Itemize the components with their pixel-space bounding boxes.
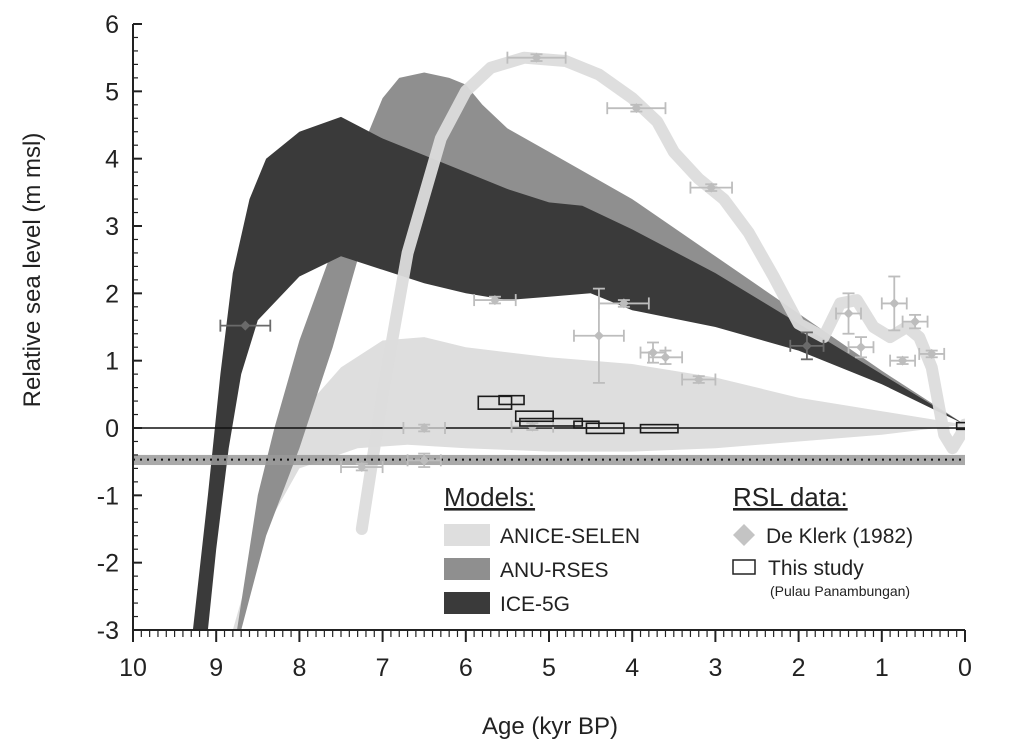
de-klerk-point-14 xyxy=(889,354,916,367)
rsl-data-points xyxy=(219,51,965,474)
x-axis-title: Age (kyr BP) xyxy=(482,713,618,740)
reference-lines xyxy=(133,427,965,466)
diamond-marker xyxy=(843,308,854,319)
de-klerk-point-19 xyxy=(340,461,384,474)
diamond-marker xyxy=(889,298,900,309)
de-klerk-point-7 xyxy=(639,341,667,364)
diamond-marker xyxy=(910,316,921,327)
x-tick-label-3: 7 xyxy=(376,654,390,682)
de-klerk-point-2 xyxy=(606,102,667,115)
legend-label-ice-5g: ICE-5G xyxy=(500,593,570,616)
legend-models-title: Models: xyxy=(444,482,535,512)
y-tick-label-6: 0 xyxy=(105,415,119,443)
de-klerk-point-9 xyxy=(681,373,717,386)
legend: Models: ANICE-SELEN ANU-RSES ICE-5G RSL … xyxy=(444,482,913,616)
diamond-marker xyxy=(897,355,908,366)
de-klerk-point-12 xyxy=(847,336,875,359)
diamond-marker xyxy=(489,295,500,306)
y-tick-label-2: 4 xyxy=(105,146,119,174)
legend-label-anice-selen: ANICE-SELEN xyxy=(500,525,640,548)
de-klerk-point-4 xyxy=(473,294,517,307)
de-klerk-point-3 xyxy=(689,181,733,194)
diamond-marker xyxy=(531,52,542,63)
diamond-marker xyxy=(618,298,629,309)
x-tick-label-1: 9 xyxy=(209,654,223,682)
y-tick-label-0: 6 xyxy=(105,11,119,39)
diamond-marker xyxy=(693,374,704,385)
legend-swatch-ice-5g xyxy=(444,592,490,614)
diamond-marker xyxy=(419,455,430,466)
legend-label-anu-rses: ANU-RSES xyxy=(500,559,609,582)
diamond-marker xyxy=(856,342,866,353)
x-tick-label-7: 3 xyxy=(708,654,722,682)
legend-swatch-anice-selen xyxy=(444,524,490,546)
diamond-marker xyxy=(356,462,367,473)
this-study-box-5 xyxy=(585,422,625,435)
diamond-marker xyxy=(660,352,671,363)
diamond-marker xyxy=(593,330,604,341)
y-tick-label-3: 3 xyxy=(105,213,119,241)
model-bands xyxy=(192,51,965,630)
this-study-box-2 xyxy=(514,410,554,423)
this-study-box-0 xyxy=(477,395,513,410)
legend-box-marker xyxy=(732,559,756,575)
y-tick-label-1: 5 xyxy=(105,78,119,106)
reference-band xyxy=(133,454,965,466)
diamond-marker xyxy=(631,103,642,114)
this-study-box-1 xyxy=(498,394,525,406)
de-klerk-point-10 xyxy=(789,331,825,361)
x-tick-label-5: 5 xyxy=(542,654,556,682)
legend-rsl-title: RSL data: xyxy=(733,482,848,512)
x-tick-label-10: 0 xyxy=(958,654,972,682)
y-tick-label-5: 1 xyxy=(105,348,119,376)
de-klerk-point-6 xyxy=(573,287,625,384)
de-klerk-point-8 xyxy=(647,349,684,365)
x-tick-label-2: 8 xyxy=(292,654,306,682)
de-klerk-point-20 xyxy=(406,452,442,468)
y-tick-label-9: -3 xyxy=(97,617,119,645)
de-klerk-point-15 xyxy=(901,313,929,330)
y-tick-label-7: -1 xyxy=(97,482,119,510)
x-tick-label-6: 4 xyxy=(625,654,639,682)
this-study-box-3 xyxy=(519,417,584,427)
diamond-marker xyxy=(240,320,251,331)
x-tick-label-9: 1 xyxy=(875,654,889,682)
band-anu-rses xyxy=(237,72,965,630)
y-tick-label-8: -2 xyxy=(97,550,119,578)
legend-sublabel-this-study: (Pulau Panambungan) xyxy=(770,583,910,599)
de-klerk-point-11 xyxy=(835,292,862,335)
de-klerk-point-16 xyxy=(918,347,946,360)
line-rsl-curve xyxy=(355,51,965,535)
diamond-marker xyxy=(706,182,717,193)
this-study-box-6 xyxy=(639,423,679,434)
band-anice-selen xyxy=(232,337,965,630)
x-tick-label-0: 10 xyxy=(119,654,147,682)
legend-swatch-anu-rses xyxy=(444,558,490,580)
legend-diamond-marker xyxy=(733,524,755,546)
x-tick-label-4: 6 xyxy=(459,654,473,682)
y-axis-title: Relative sea level (m msl) xyxy=(19,133,46,408)
band-ice-5g xyxy=(192,116,965,630)
de-klerk-point-0 xyxy=(219,319,272,332)
legend-label-this-study: This study xyxy=(768,557,864,580)
x-tick-label-8: 2 xyxy=(792,654,806,682)
de-klerk-point-13 xyxy=(880,275,908,332)
this-study-box-7 xyxy=(955,421,965,431)
y-tick-label-4: 2 xyxy=(105,280,119,308)
diamond-marker xyxy=(926,348,937,359)
de-klerk-point-17 xyxy=(402,422,446,434)
diamond-marker xyxy=(419,423,430,433)
diamond-marker xyxy=(648,347,658,358)
diamond-marker xyxy=(801,340,812,351)
de-klerk-point-1 xyxy=(506,51,567,64)
legend-label-de-klerk: De Klerk (1982) xyxy=(766,525,913,548)
